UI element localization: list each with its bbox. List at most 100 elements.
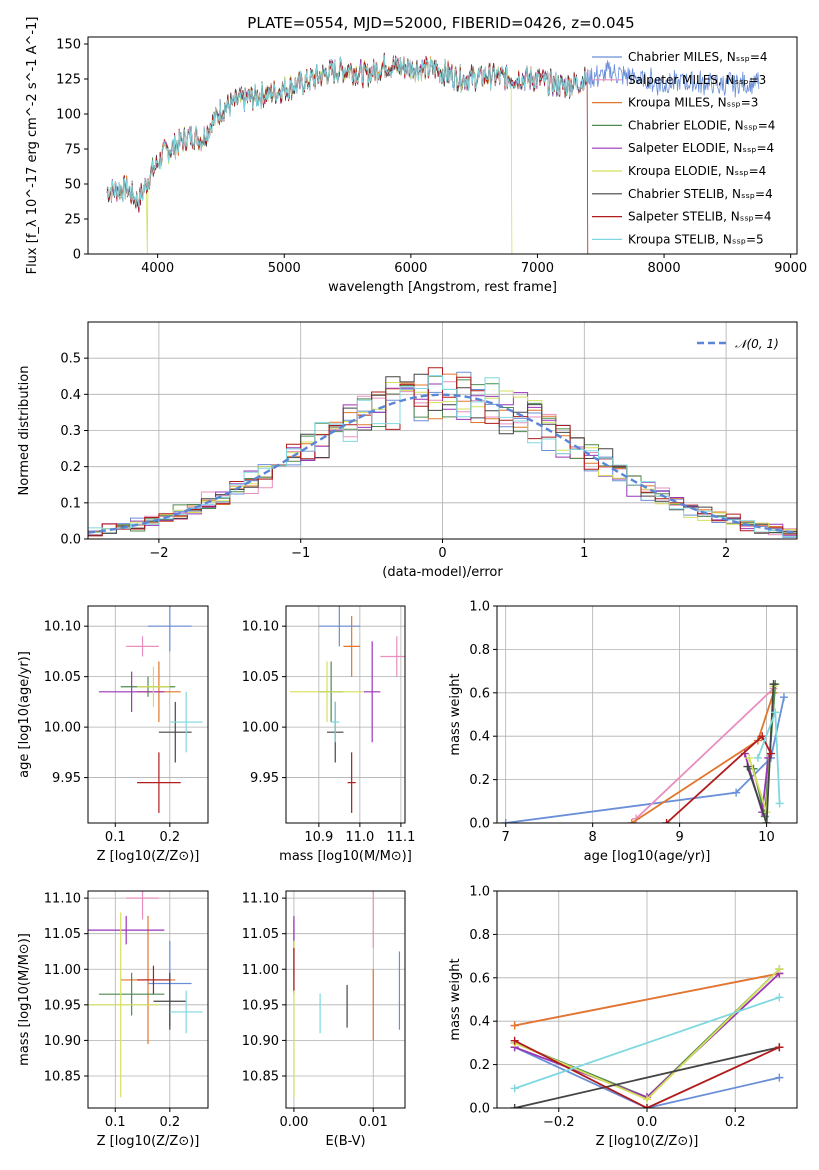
y-tick-label: 11.00 <box>242 963 279 978</box>
x-axis-label: wavelength [Angstrom, rest frame] <box>328 280 557 295</box>
weight-marker <box>662 819 671 823</box>
errorbar-point-1 <box>148 606 192 652</box>
y-tick-label: 11.05 <box>242 927 279 942</box>
histogram-series-9 <box>88 375 797 537</box>
x-tick-label: 0.2 <box>725 1115 746 1130</box>
errorbar-point-2 <box>126 891 159 920</box>
y-axis-label: age [log10(age/yr)] <box>17 651 32 778</box>
y-tick-label: 10.90 <box>242 1034 279 1049</box>
errorbar-point-5 <box>88 915 165 945</box>
axes-frame <box>87 890 209 1109</box>
y-tick-label: 10.95 <box>242 998 279 1013</box>
x-tick-label: 0.1 <box>105 830 126 845</box>
histogram-series-6 <box>88 382 797 536</box>
x-tick-label: −0.2 <box>543 1115 575 1130</box>
panel-spectrum: 4000 5000 6000 7000 8000 9000 0 25 50 75 100 125 150… <box>25 17 807 295</box>
weight-marker <box>732 788 741 797</box>
errorbar-point-8 <box>347 752 356 813</box>
x-tick-label: 7 <box>502 830 510 845</box>
x-tick-label: 10.9 <box>304 830 333 845</box>
panel-mass_vs_ebv: 0.00 0.01 10.85 10.90 10.95 11.00 11.05 11.10 E(… <box>242 890 406 1149</box>
x-tick-label: 6000 <box>394 261 427 276</box>
x-tick-label: 9 <box>675 830 683 845</box>
x-tick-label: 11.1 <box>386 830 415 845</box>
errorbar-point-8 <box>137 752 181 813</box>
weight-marker <box>771 708 780 717</box>
y-tick-label: 0.0 <box>60 533 81 548</box>
weight-line-7 <box>746 684 775 823</box>
x-axis-label: Z [log10(Z/Z⊙)] <box>97 849 200 864</box>
x-axis-label: Z [log10(Z/Z⊙)] <box>596 1134 699 1149</box>
weight-line-8 <box>514 1039 780 1108</box>
weight-marker <box>766 749 775 758</box>
weight-marker <box>779 693 788 702</box>
plot-area <box>88 891 203 1098</box>
x-tick-label: 9000 <box>774 261 807 276</box>
x-tick-label: 1 <box>580 546 588 561</box>
weight-marker <box>627 819 636 823</box>
y-tick-label: 0.6 <box>469 971 490 986</box>
legend-entry: Kroupa MILES, Nₛₛₚ=3 <box>628 96 758 110</box>
x-tick-label: 0.00 <box>279 1115 308 1130</box>
y-tick-label: 0.8 <box>469 643 490 658</box>
weight-marker <box>510 1036 519 1045</box>
axes-frame <box>285 605 406 824</box>
y-tick-label: 0.1 <box>60 496 81 511</box>
y-axis-label: Flux [f_λ 10^-17 erg cm^-2 s^-1 A^-1] <box>25 17 40 275</box>
x-tick-label: 5000 <box>268 261 301 276</box>
x-axis-label: age [log10(age/yr)] <box>584 849 711 864</box>
weight-marker <box>745 753 754 762</box>
weight-marker <box>775 1043 784 1052</box>
y-tick-label: 100 <box>56 108 81 123</box>
weight-marker <box>775 1073 784 1082</box>
weight-line-1 <box>514 1046 780 1108</box>
errorbar-point-9 <box>169 691 203 753</box>
x-tick-label: −2 <box>149 546 168 561</box>
y-axis-label: Normed distribution <box>17 366 32 496</box>
y-tick-label: 10.10 <box>44 620 81 635</box>
y-axis-label: mass weight <box>448 673 463 755</box>
spectrum-legend: Chabrier MILES, Nₛₛₚ=4 Salpeter MILES, Nₛ… <box>592 50 775 246</box>
x-tick-label: 0.1 <box>105 1115 126 1130</box>
legend-entry: Chabrier STELIB, Nₛₛₚ=4 <box>628 187 773 201</box>
y-tick-label: 25 <box>64 213 81 228</box>
errorbar-point-7 <box>153 972 187 1030</box>
panel-age_vs_mass: 10.9 11.0 11.1 9.95 10.00 10.05 10.10 mass [log… <box>242 605 415 864</box>
y-tick-label: 10.10 <box>242 620 279 635</box>
legend-entry: Salpeter STELIB, Nₛₛₚ=4 <box>628 210 772 224</box>
weight-marker <box>769 680 778 689</box>
x-tick-label: 0.2 <box>159 1115 180 1130</box>
y-tick-label: 10.00 <box>242 721 279 736</box>
plot-area <box>290 606 405 813</box>
errorbar-point-4 <box>98 972 165 1016</box>
errorbar-point-9 <box>169 990 203 1034</box>
y-tick-label: 11.05 <box>44 927 81 942</box>
weight-marker <box>775 993 784 1002</box>
weight-marker <box>764 753 773 762</box>
y-tick-label: 11.00 <box>44 963 81 978</box>
weight-line-7 <box>514 1046 780 1108</box>
axes-frame <box>496 605 798 824</box>
y-tick-label: 0.5 <box>60 352 81 367</box>
panel-weight_vs_age: 7 8 9 10 0.0 0.2 0.4 0.6 0.8 1.0 age [log10(age/yr… <box>448 600 798 864</box>
errorbar-point-2 <box>380 636 405 677</box>
y-tick-label: 10.05 <box>44 670 81 685</box>
y-tick-label: 10.05 <box>242 670 279 685</box>
legend-entry: Chabrier MILES, Nₛₛₚ=4 <box>628 50 768 64</box>
plot-area <box>88 367 797 538</box>
y-tick-label: 75 <box>64 143 81 158</box>
y-tick-label: 0.0 <box>469 817 490 832</box>
legend-entry: Salpeter ELODIE, Nₛₛₚ=4 <box>628 141 774 155</box>
y-axis-label: mass [log10(M/M⊙)] <box>17 933 32 1066</box>
y-tick-label: 0.8 <box>469 928 490 943</box>
y-tick-label: 50 <box>64 178 81 193</box>
y-tick-label: 0.0 <box>469 1102 490 1117</box>
errorbar-point-5 <box>363 641 381 743</box>
x-tick-label: 7000 <box>521 261 554 276</box>
weight-marker <box>775 799 784 808</box>
plot-area <box>501 680 788 823</box>
x-tick-label: 8 <box>589 830 597 845</box>
y-tick-label: 10.95 <box>44 998 81 1013</box>
y-tick-label: 11.10 <box>242 892 279 907</box>
panel-residuals: −2 −1 0 1 2 0.0 0.1 0.2 0.3 0.4 0.5 (data-model)/er… <box>17 321 798 580</box>
